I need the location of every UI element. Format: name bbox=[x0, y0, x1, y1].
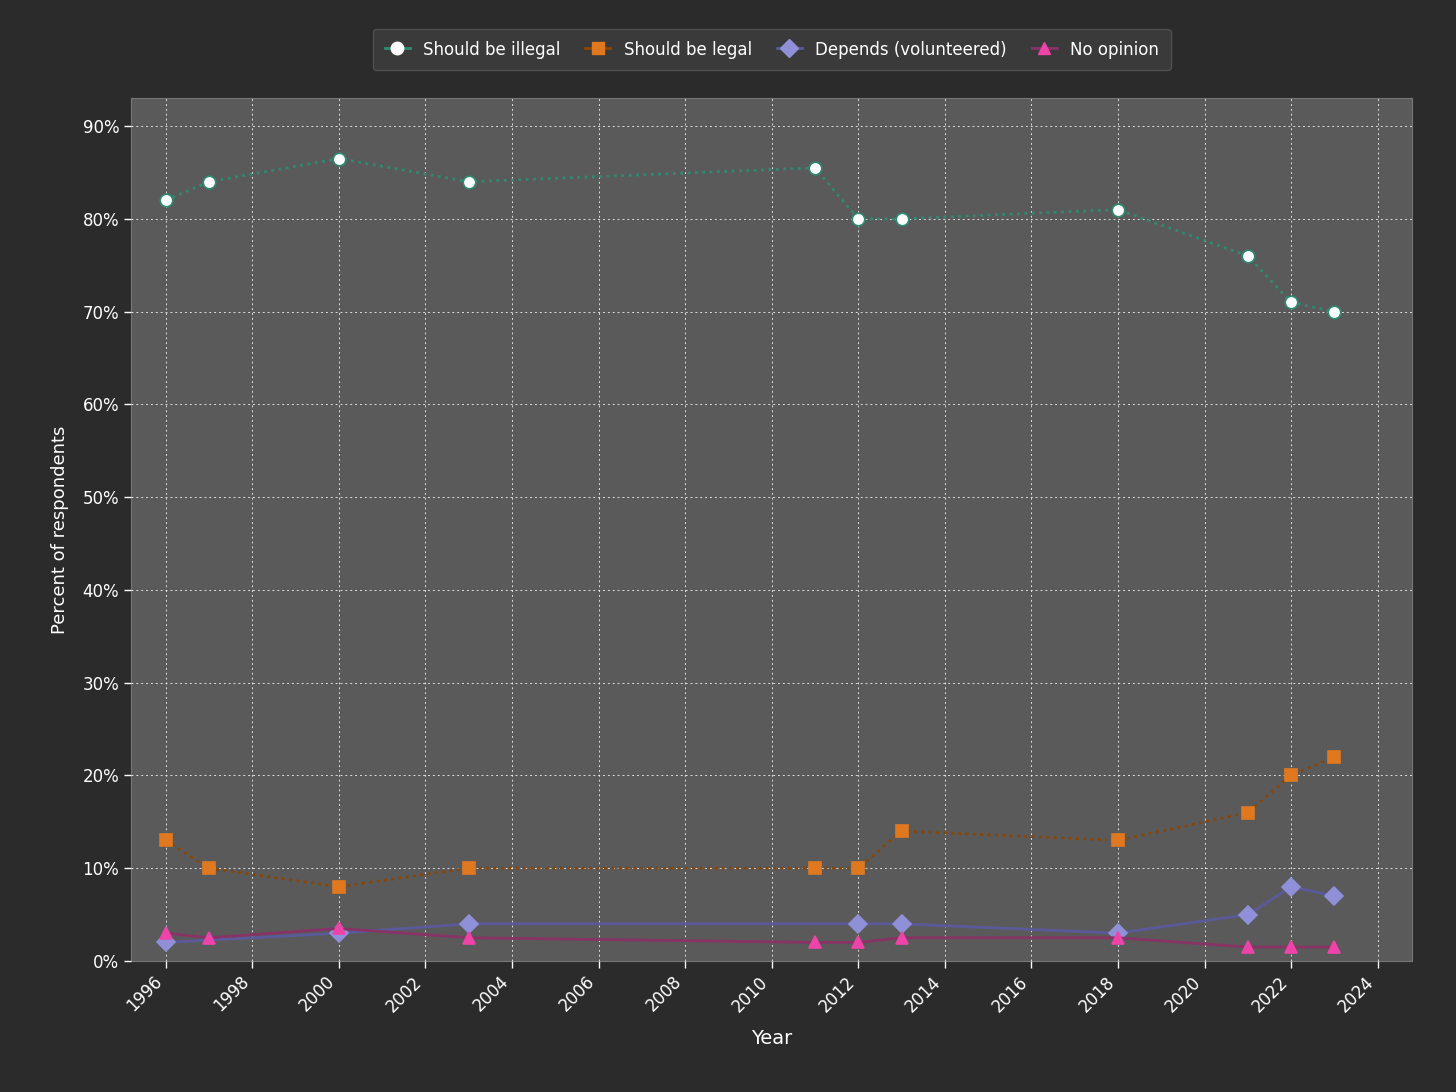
Y-axis label: Percent of respondents: Percent of respondents bbox=[51, 426, 68, 633]
Legend: Should be illegal, Should be legal, Depends (volunteered), No opinion: Should be illegal, Should be legal, Depe… bbox=[373, 29, 1171, 70]
X-axis label: Year: Year bbox=[751, 1030, 792, 1048]
